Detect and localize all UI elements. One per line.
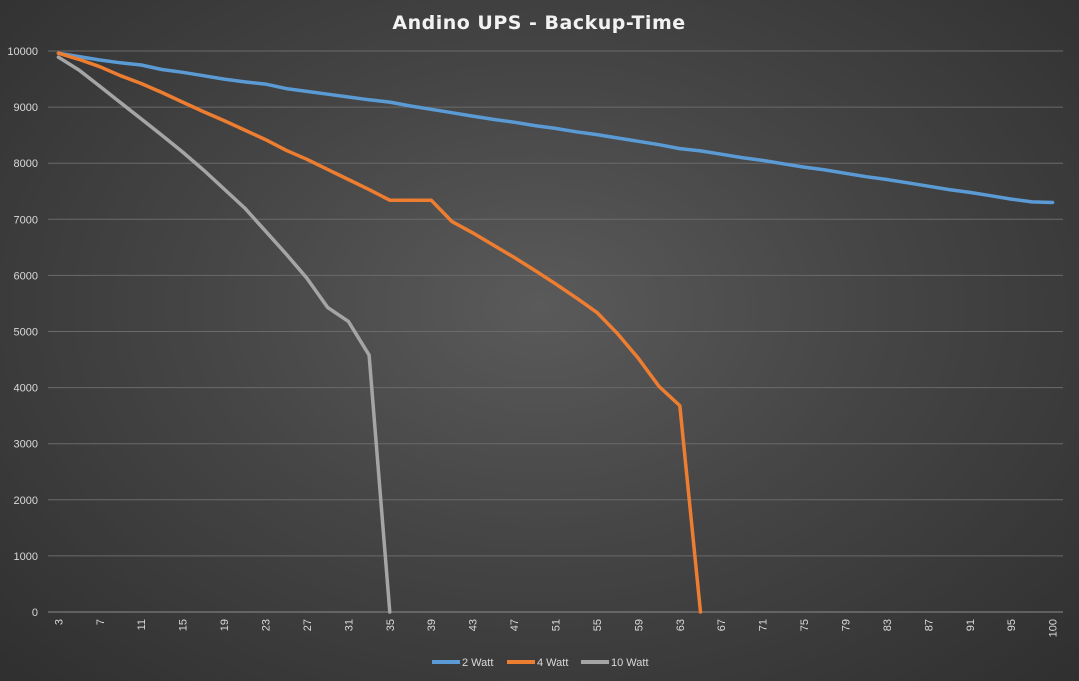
legend-label-4-watt: 4 Watt bbox=[537, 657, 568, 669]
x-tick-label: 63 bbox=[675, 619, 687, 631]
y-tick-label: 7000 bbox=[14, 214, 38, 226]
x-tick-label: 43 bbox=[468, 619, 480, 631]
x-tick-label: 19 bbox=[219, 619, 231, 631]
x-tick-label: 35 bbox=[385, 619, 397, 631]
x-tick-label: 3 bbox=[53, 619, 65, 625]
x-tick-label: 71 bbox=[758, 619, 770, 631]
series-line-2-watt bbox=[56, 51, 1055, 205]
y-tick-label: 2000 bbox=[14, 495, 38, 507]
series-line-10-watt bbox=[56, 55, 392, 614]
y-tick-label: 5000 bbox=[14, 327, 38, 339]
x-tick-label: 87 bbox=[923, 619, 935, 631]
x-tick-label: 47 bbox=[509, 619, 521, 631]
x-tick-label: 11 bbox=[136, 619, 148, 630]
x-tick-label: 75 bbox=[799, 619, 811, 631]
y-axis-ticks: 0 1000 2000 3000 4000 5000 6000 7000 8000 9000 100… bbox=[7, 46, 38, 619]
x-axis-ticks: 3 7 11 15 19 23 27 31 35 39 43 47 51 55 59 63 67 71 75 79 83… bbox=[53, 619, 1059, 637]
x-tick-label: 23 bbox=[261, 619, 273, 631]
legend-label-10-watt: 10 Watt bbox=[611, 657, 649, 669]
x-tick-label: 95 bbox=[1006, 619, 1018, 631]
y-tick-label: 3000 bbox=[14, 439, 38, 451]
y-tick-label: 8000 bbox=[14, 158, 38, 170]
series-line-4-watt bbox=[56, 51, 703, 614]
y-tick-label: 9000 bbox=[14, 102, 38, 114]
x-tick-label: 79 bbox=[841, 619, 853, 631]
series-lines bbox=[56, 51, 1055, 614]
x-tick-label: 7 bbox=[95, 619, 107, 625]
y-tick-label: 6000 bbox=[14, 270, 38, 282]
y-tick-label: 0 bbox=[32, 607, 38, 619]
x-tick-label: 51 bbox=[551, 619, 563, 631]
gridlines bbox=[48, 50, 1063, 613]
legend-label-2-watt: 2 Watt bbox=[462, 657, 493, 669]
x-tick-label: 39 bbox=[426, 619, 438, 631]
y-tick-label: 1000 bbox=[14, 551, 38, 563]
x-tick-label: 27 bbox=[302, 619, 314, 631]
x-tick-label: 100 bbox=[1048, 619, 1060, 637]
chart-title: Andino UPS - Backup-Time bbox=[392, 12, 685, 34]
x-tick-label: 67 bbox=[716, 619, 728, 631]
x-tick-label: 31 bbox=[343, 619, 355, 631]
y-tick-label: 10000 bbox=[7, 46, 38, 58]
x-tick-label: 15 bbox=[178, 619, 190, 631]
x-tick-label: 91 bbox=[965, 619, 977, 631]
legend: 2 Watt 4 Watt 10 Watt bbox=[432, 657, 649, 669]
y-tick-label: 4000 bbox=[14, 383, 38, 395]
x-tick-label: 83 bbox=[882, 619, 894, 631]
x-tick-label: 55 bbox=[592, 619, 604, 631]
x-tick-label: 59 bbox=[633, 619, 645, 631]
